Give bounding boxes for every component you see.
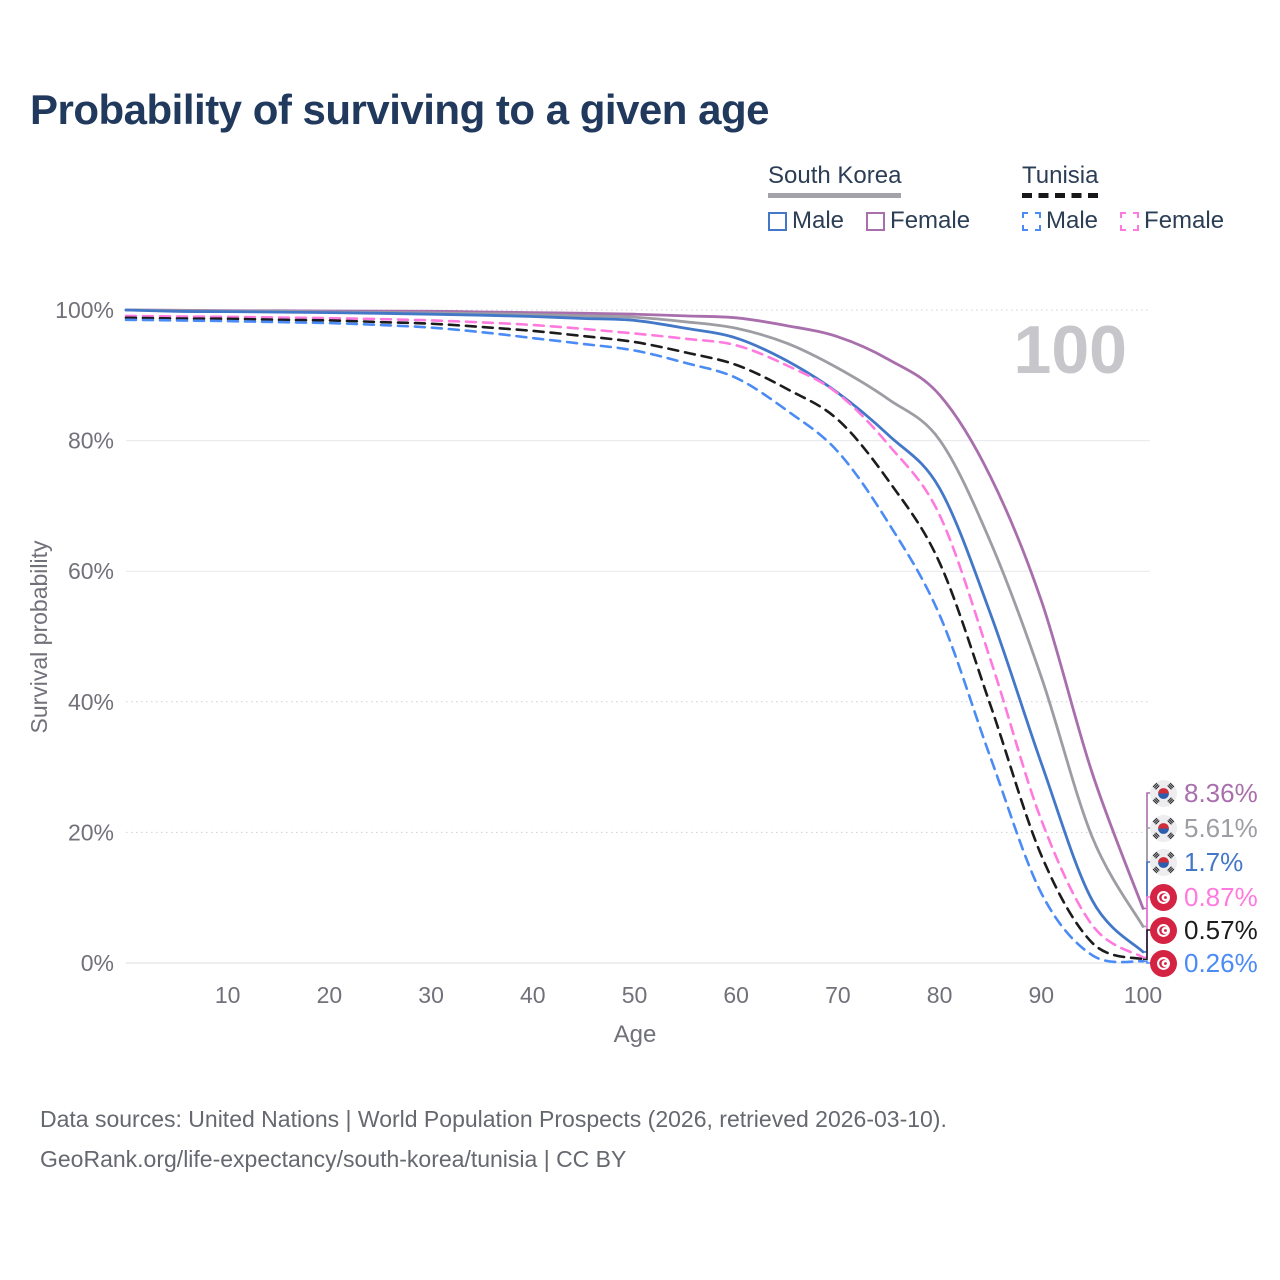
legend-item-label: Female — [1144, 207, 1225, 234]
survival-curve-tunisia-all[interactable] — [124, 316, 1145, 961]
y-axis-title: Survival probability — [26, 540, 52, 734]
x-axis-tick: 50 — [622, 982, 648, 1008]
x-axis-tick: 20 — [317, 982, 343, 1008]
footer: Data sources: United Nations | World Pop… — [40, 1106, 947, 1186]
x-axis-tick: 60 — [723, 982, 749, 1008]
legend-group-tunisia: Tunisia Male Female — [1022, 162, 1224, 235]
survival-curve-tunisia-male[interactable] — [124, 318, 1145, 964]
y-axis-tick: 0% — [81, 950, 114, 976]
leader-line-tunisia-all — [1143, 929, 1152, 961]
legend-swatch — [768, 211, 787, 231]
end-label-value: 0.57% — [1184, 915, 1258, 945]
survival-curve-south-korea-all[interactable] — [124, 308, 1145, 928]
legend-swatch — [1022, 211, 1041, 231]
page-title: Probability of surviving to a given age — [30, 86, 769, 133]
legend-header-tunisia[interactable]: Tunisia — [1022, 162, 1099, 198]
end-label-row-tunisia-female[interactable]: 0.87% — [1150, 883, 1258, 911]
legend-swatch — [866, 211, 886, 231]
end-label-value: 0.87% — [1184, 882, 1258, 912]
y-axis-tick: 80% — [68, 428, 114, 454]
x-axis-tick: 90 — [1029, 982, 1055, 1008]
x-axis-tick: 100 — [1124, 982, 1162, 1008]
y-axis-tick: 100% — [55, 297, 114, 323]
x-axis-tick: 70 — [825, 982, 851, 1008]
legend-swatch — [1120, 211, 1140, 231]
end-label-row-south-korea-all[interactable]: 5.61% — [1150, 814, 1258, 842]
legend-item-south-korea-female[interactable]: Female — [866, 207, 970, 235]
south-korea-flag-icon — [1150, 814, 1177, 842]
end-label-value: 1.7% — [1184, 847, 1244, 877]
y-axis-tick: 20% — [68, 819, 114, 845]
end-label-row-south-korea-female[interactable]: 8.36% — [1150, 779, 1258, 807]
x-axis-tick: 10 — [215, 982, 241, 1008]
legend-item-label: Male — [1046, 207, 1099, 234]
footer-source-line: Data sources: United Nations | World Pop… — [40, 1106, 947, 1132]
y-axis-tick: 60% — [68, 558, 114, 584]
tunisia-flag-icon — [1150, 883, 1177, 911]
legend-item-label: Female — [890, 207, 971, 234]
tunisia-flag-icon — [1150, 916, 1177, 944]
legend-item-tunisia-male[interactable]: Male — [1022, 207, 1098, 235]
x-axis-tick: 30 — [418, 982, 444, 1008]
legend-header-south-korea[interactable]: South Korea — [768, 162, 902, 198]
legend-item-south-korea-male[interactable]: Male — [768, 207, 844, 235]
footer-attribution-line: GeoRank.org/life-expectancy/south-korea/… — [40, 1146, 627, 1172]
legend-item-tunisia-female[interactable]: Female — [1120, 207, 1224, 235]
end-label-row-tunisia-male[interactable]: 0.26% — [1150, 949, 1258, 977]
survival-curve-south-korea-male[interactable] — [124, 308, 1145, 954]
watermark-100: 100 — [1014, 312, 1127, 388]
survival-curve-tunisia-female[interactable] — [124, 314, 1145, 959]
end-label-value: 8.36% — [1184, 778, 1258, 808]
leader-line-tunisia-female — [1143, 896, 1152, 959]
legend-item-label: Male — [792, 207, 845, 234]
leader-line-tunisia-male — [1143, 960, 1152, 964]
survival-chart: 0% 20% 40% 60% 80% 100% 100 10 20 30 40 50 60 70 80 90 1… — [26, 297, 1162, 1048]
x-axis-title: Age — [614, 1021, 657, 1048]
end-label-row-tunisia-all[interactable]: 0.57% — [1150, 916, 1258, 944]
end-label-row-south-korea-male[interactable]: 1.7% — [1150, 848, 1243, 876]
south-korea-flag-icon — [1150, 848, 1177, 876]
tunisia-flag-icon — [1150, 949, 1177, 977]
y-axis-tick: 40% — [68, 689, 114, 715]
survival-curve-south-korea-female[interactable] — [124, 308, 1145, 910]
south-korea-flag-icon — [1150, 779, 1177, 807]
x-axis-tick: 80 — [927, 982, 953, 1008]
legend-group-south-korea: South Korea Male Female — [768, 162, 970, 235]
end-label-value: 5.61% — [1184, 813, 1258, 843]
end-label-value: 0.26% — [1184, 948, 1258, 978]
x-axis-tick: 40 — [520, 982, 546, 1008]
